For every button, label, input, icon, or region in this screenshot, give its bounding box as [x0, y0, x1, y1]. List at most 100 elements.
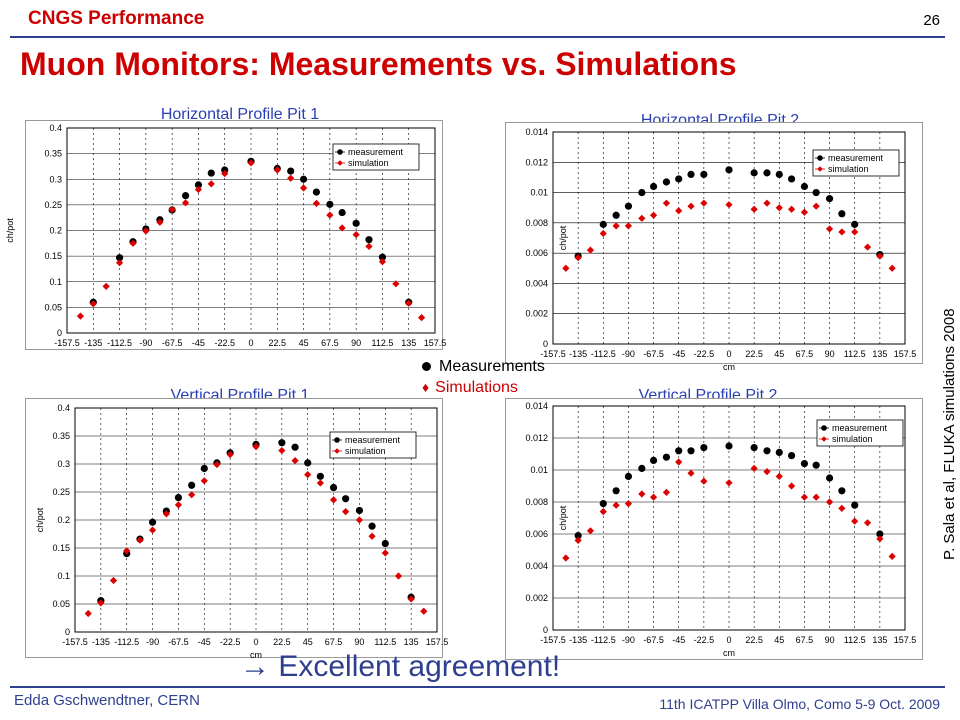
y-tick-label: 0.35 — [52, 431, 70, 441]
measurement-point — [365, 236, 373, 244]
measurement-point — [299, 175, 308, 183]
chart-vertical-pit-1: -157.5 -135 -112.5 -90 -67.5 -45 -22.5 0 22.5 45 6… — [25, 398, 448, 660]
x-tick-label: -157.5 — [62, 637, 88, 647]
simulation-point — [129, 239, 137, 247]
x-tick-label: -22.5 — [220, 637, 241, 647]
x-tick-label: -45 — [672, 349, 685, 359]
measurement-point — [188, 481, 196, 489]
measurement-point — [312, 188, 321, 196]
x-tick-label: 45 — [303, 637, 313, 647]
header-rule — [10, 36, 945, 38]
measurement-point — [687, 170, 695, 178]
legend-entry-label: simulation — [832, 434, 873, 444]
simulation-point — [838, 504, 846, 512]
y-tick-label: 0.2 — [57, 515, 70, 525]
legend-entry-label: measurement — [348, 147, 404, 157]
y-tick-label: 0.4 — [49, 123, 62, 133]
x-tick-label: 0 — [253, 637, 258, 647]
simulation-point — [299, 184, 308, 192]
measurement-point — [750, 444, 758, 452]
conclusion-callout: → Excellent agreement! — [240, 650, 560, 684]
conclusion-text: Excellent agreement! — [278, 650, 561, 683]
measurement-point — [381, 539, 389, 548]
measurement-point — [355, 506, 364, 515]
simulation-point — [142, 227, 150, 235]
simulation-point — [168, 205, 176, 214]
y-tick-label: 0.35 — [44, 149, 62, 159]
measurement-point — [725, 166, 733, 174]
circle-marker-icon — [422, 362, 431, 371]
simulation-point — [355, 516, 364, 524]
simulation-point — [638, 490, 646, 498]
x-tick-label: 90 — [354, 637, 364, 647]
measurement-point — [174, 494, 183, 502]
simulation-point — [851, 228, 859, 236]
x-tick-label: 22.5 — [745, 635, 763, 645]
simulation-point — [851, 517, 859, 525]
measurement-point — [649, 456, 658, 464]
measurement-point — [763, 169, 771, 177]
simulation-point — [888, 552, 896, 560]
simulation-point — [800, 493, 809, 501]
y-tick-label: 0.3 — [57, 459, 70, 469]
x-tick-label: 135 — [872, 349, 887, 359]
measurement-point — [812, 461, 820, 469]
simulation-point — [812, 202, 820, 210]
x-tick-label: -135 — [84, 338, 102, 348]
measurement-point — [662, 178, 671, 186]
simulation-point — [392, 280, 400, 288]
footer-conference: 11th ICATPP Villa Olmo, Como 5-9 Oct. 20… — [659, 696, 940, 712]
measurement-point — [338, 208, 346, 217]
chart-title-horizontal-pit-1: Horizontal Profile Pit 1 — [160, 106, 320, 123]
y-tick-label: 0.014 — [525, 127, 548, 137]
x-tick-label: -45 — [198, 637, 211, 647]
x-tick-label: -90 — [622, 635, 635, 645]
simulation-point — [675, 458, 683, 466]
plot-area — [552, 405, 906, 631]
simulation-point — [181, 199, 190, 207]
y-tick-label: 0.014 — [525, 401, 548, 411]
measurement-point — [687, 447, 695, 455]
page-number: 26 — [923, 12, 940, 29]
arrow-right-icon: → — [240, 650, 270, 683]
x-tick-label: 90 — [825, 635, 835, 645]
legend-measurements: Measurements — [422, 356, 545, 377]
chart-legend — [812, 149, 900, 177]
measurement-point — [675, 175, 683, 183]
simulation-point — [156, 218, 164, 226]
y-axis-label: ch/pot — [35, 507, 45, 532]
y-tick-label: 0.4 — [57, 403, 70, 413]
simulation-point — [725, 479, 733, 487]
y-tick-label: 0.15 — [44, 251, 62, 261]
chart-legend — [332, 143, 420, 171]
measurement-point — [316, 472, 324, 480]
simulation-point — [775, 472, 783, 480]
measurement-point — [342, 495, 350, 503]
measurement-point — [662, 453, 671, 461]
y-tick-label: 0.1 — [49, 277, 62, 287]
y-tick-label: 0.006 — [525, 529, 548, 539]
simulation-point — [213, 460, 221, 469]
x-tick-label: 67.5 — [796, 349, 814, 359]
measurement-point — [825, 474, 834, 482]
simulation-point — [273, 166, 281, 174]
chart-horizontal-pit-1: -157.5 -135 -112.5 -90 -67.5 -45 -22.5 0 22.5 45 6… — [5, 120, 446, 350]
x-tick-label: -135 — [569, 349, 587, 359]
x-axis-label: cm — [723, 362, 735, 372]
simulation-point — [352, 231, 360, 239]
x-tick-label: 157.5 — [894, 349, 917, 359]
measurement-point — [675, 447, 683, 455]
x-tick-label: -112.5 — [591, 349, 616, 359]
header-section: CNGS Performance — [28, 8, 205, 29]
x-tick-label: 22.5 — [269, 338, 287, 348]
x-tick-label: -157.5 — [54, 338, 80, 348]
chart-horizontal-pit-2: -157.5 -135 -112.5 -90 -67.5 -45 -22.5 0 22.5 45 6… — [505, 122, 923, 372]
simulation-point — [378, 258, 387, 266]
measurement-point — [326, 200, 334, 208]
measurement-point — [638, 188, 646, 197]
x-tick-label: 45 — [299, 338, 309, 348]
legend-measurements-label: Measurements — [439, 358, 545, 375]
x-tick-label: -135 — [569, 635, 587, 645]
measurement-point — [787, 175, 796, 183]
measurement-point — [725, 442, 733, 450]
